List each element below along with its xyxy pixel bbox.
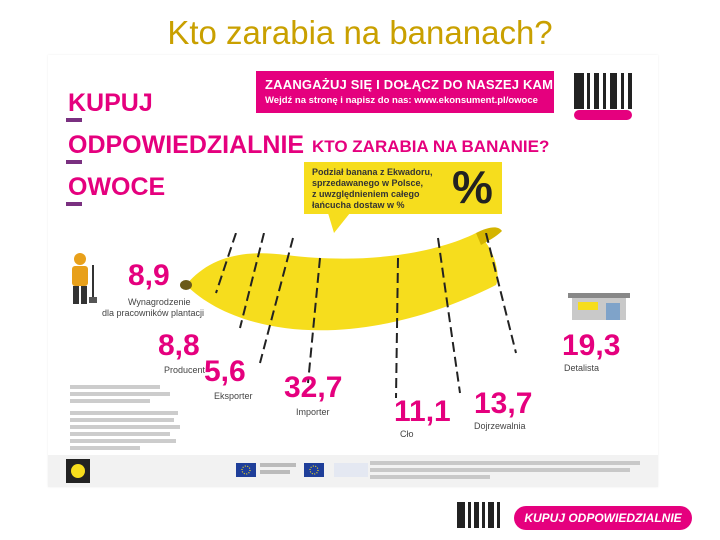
source-note	[70, 385, 182, 450]
infographic: KUPUJ ODPOWIEDZIALNIE OWOCE ZAANGAŻUJ SI…	[48, 55, 658, 487]
share-value-ripening: 13,7	[474, 387, 533, 420]
share-label-exporter: Eksporter	[214, 391, 253, 401]
share-label-importer: Importer	[296, 407, 330, 417]
campaign-line-2: Wejdź na stronę i napisz do nas: www.eko…	[265, 95, 538, 106]
share-label-plantation-1: Wynagrodzenie	[128, 297, 191, 307]
callout-box: Podział banana z Ekwadoru, sprzedawanego…	[304, 161, 502, 214]
store-icon	[568, 293, 630, 326]
eu-flag-icon	[304, 463, 324, 477]
campaign-banner: ZAANGAŻUJ SIĘ I DOŁĄCZ DO NASZEJ KAMPANI…	[256, 71, 592, 113]
sponsor-footer	[48, 455, 658, 487]
callout-line-4: łańcucha dostaw w %	[312, 200, 405, 210]
barcode-logo-icon	[456, 500, 504, 535]
headline-underline-3	[66, 202, 82, 206]
worker-icon	[66, 251, 104, 312]
share-label-customs: Cło	[400, 429, 414, 439]
headline-underline-1	[66, 118, 82, 122]
share-label-plantation-2: dla pracowników plantacji	[102, 308, 205, 318]
eu-flag-icon	[236, 463, 256, 477]
banana-icon	[180, 227, 502, 331]
banana-dividers	[215, 233, 517, 399]
share-label-producer: Producent	[164, 365, 206, 375]
headline-line-3: OWOCE	[68, 173, 166, 201]
slide-title: Kto zarabia na bananach?	[167, 14, 553, 51]
callout-line-2: sprzedawanego w Polsce,	[312, 178, 424, 188]
callout-line-3: z uwzględnieniem całego	[312, 189, 420, 199]
barcode-logo-icon	[572, 73, 642, 121]
headline-line-2: ODPOWIEDZIALNIE	[68, 131, 305, 159]
percent-symbol: %	[452, 161, 493, 213]
headline-underline-2	[66, 160, 82, 164]
kupuj-logo: KUPUJ ODPOWIEDZIALNIE	[514, 506, 692, 530]
hand-logo-icon	[66, 459, 90, 483]
share-label-retailer: Detalista	[564, 363, 600, 373]
campaign-line-1: ZAANGAŻUJ SIĘ I DOŁĄCZ DO NASZEJ KAMPANI…	[265, 77, 593, 92]
share-value-plantation: 8,9	[128, 259, 170, 292]
share-label-ripening: Dojrzewalnia	[474, 421, 526, 431]
headline-line-1: KUPUJ	[68, 89, 153, 117]
share-value-customs: 11,1	[394, 395, 451, 428]
share-value-importer: 32,7	[284, 371, 343, 404]
question-title: KTO ZARABIA NA BANANIE?	[312, 137, 550, 156]
callout-line-1: Podział banana z Ekwadoru,	[312, 167, 433, 177]
share-value-producer: 8,8	[158, 329, 200, 362]
callout-pointer	[328, 213, 350, 233]
share-value-retailer: 19,3	[562, 329, 621, 362]
share-value-exporter: 5,6	[204, 355, 246, 388]
